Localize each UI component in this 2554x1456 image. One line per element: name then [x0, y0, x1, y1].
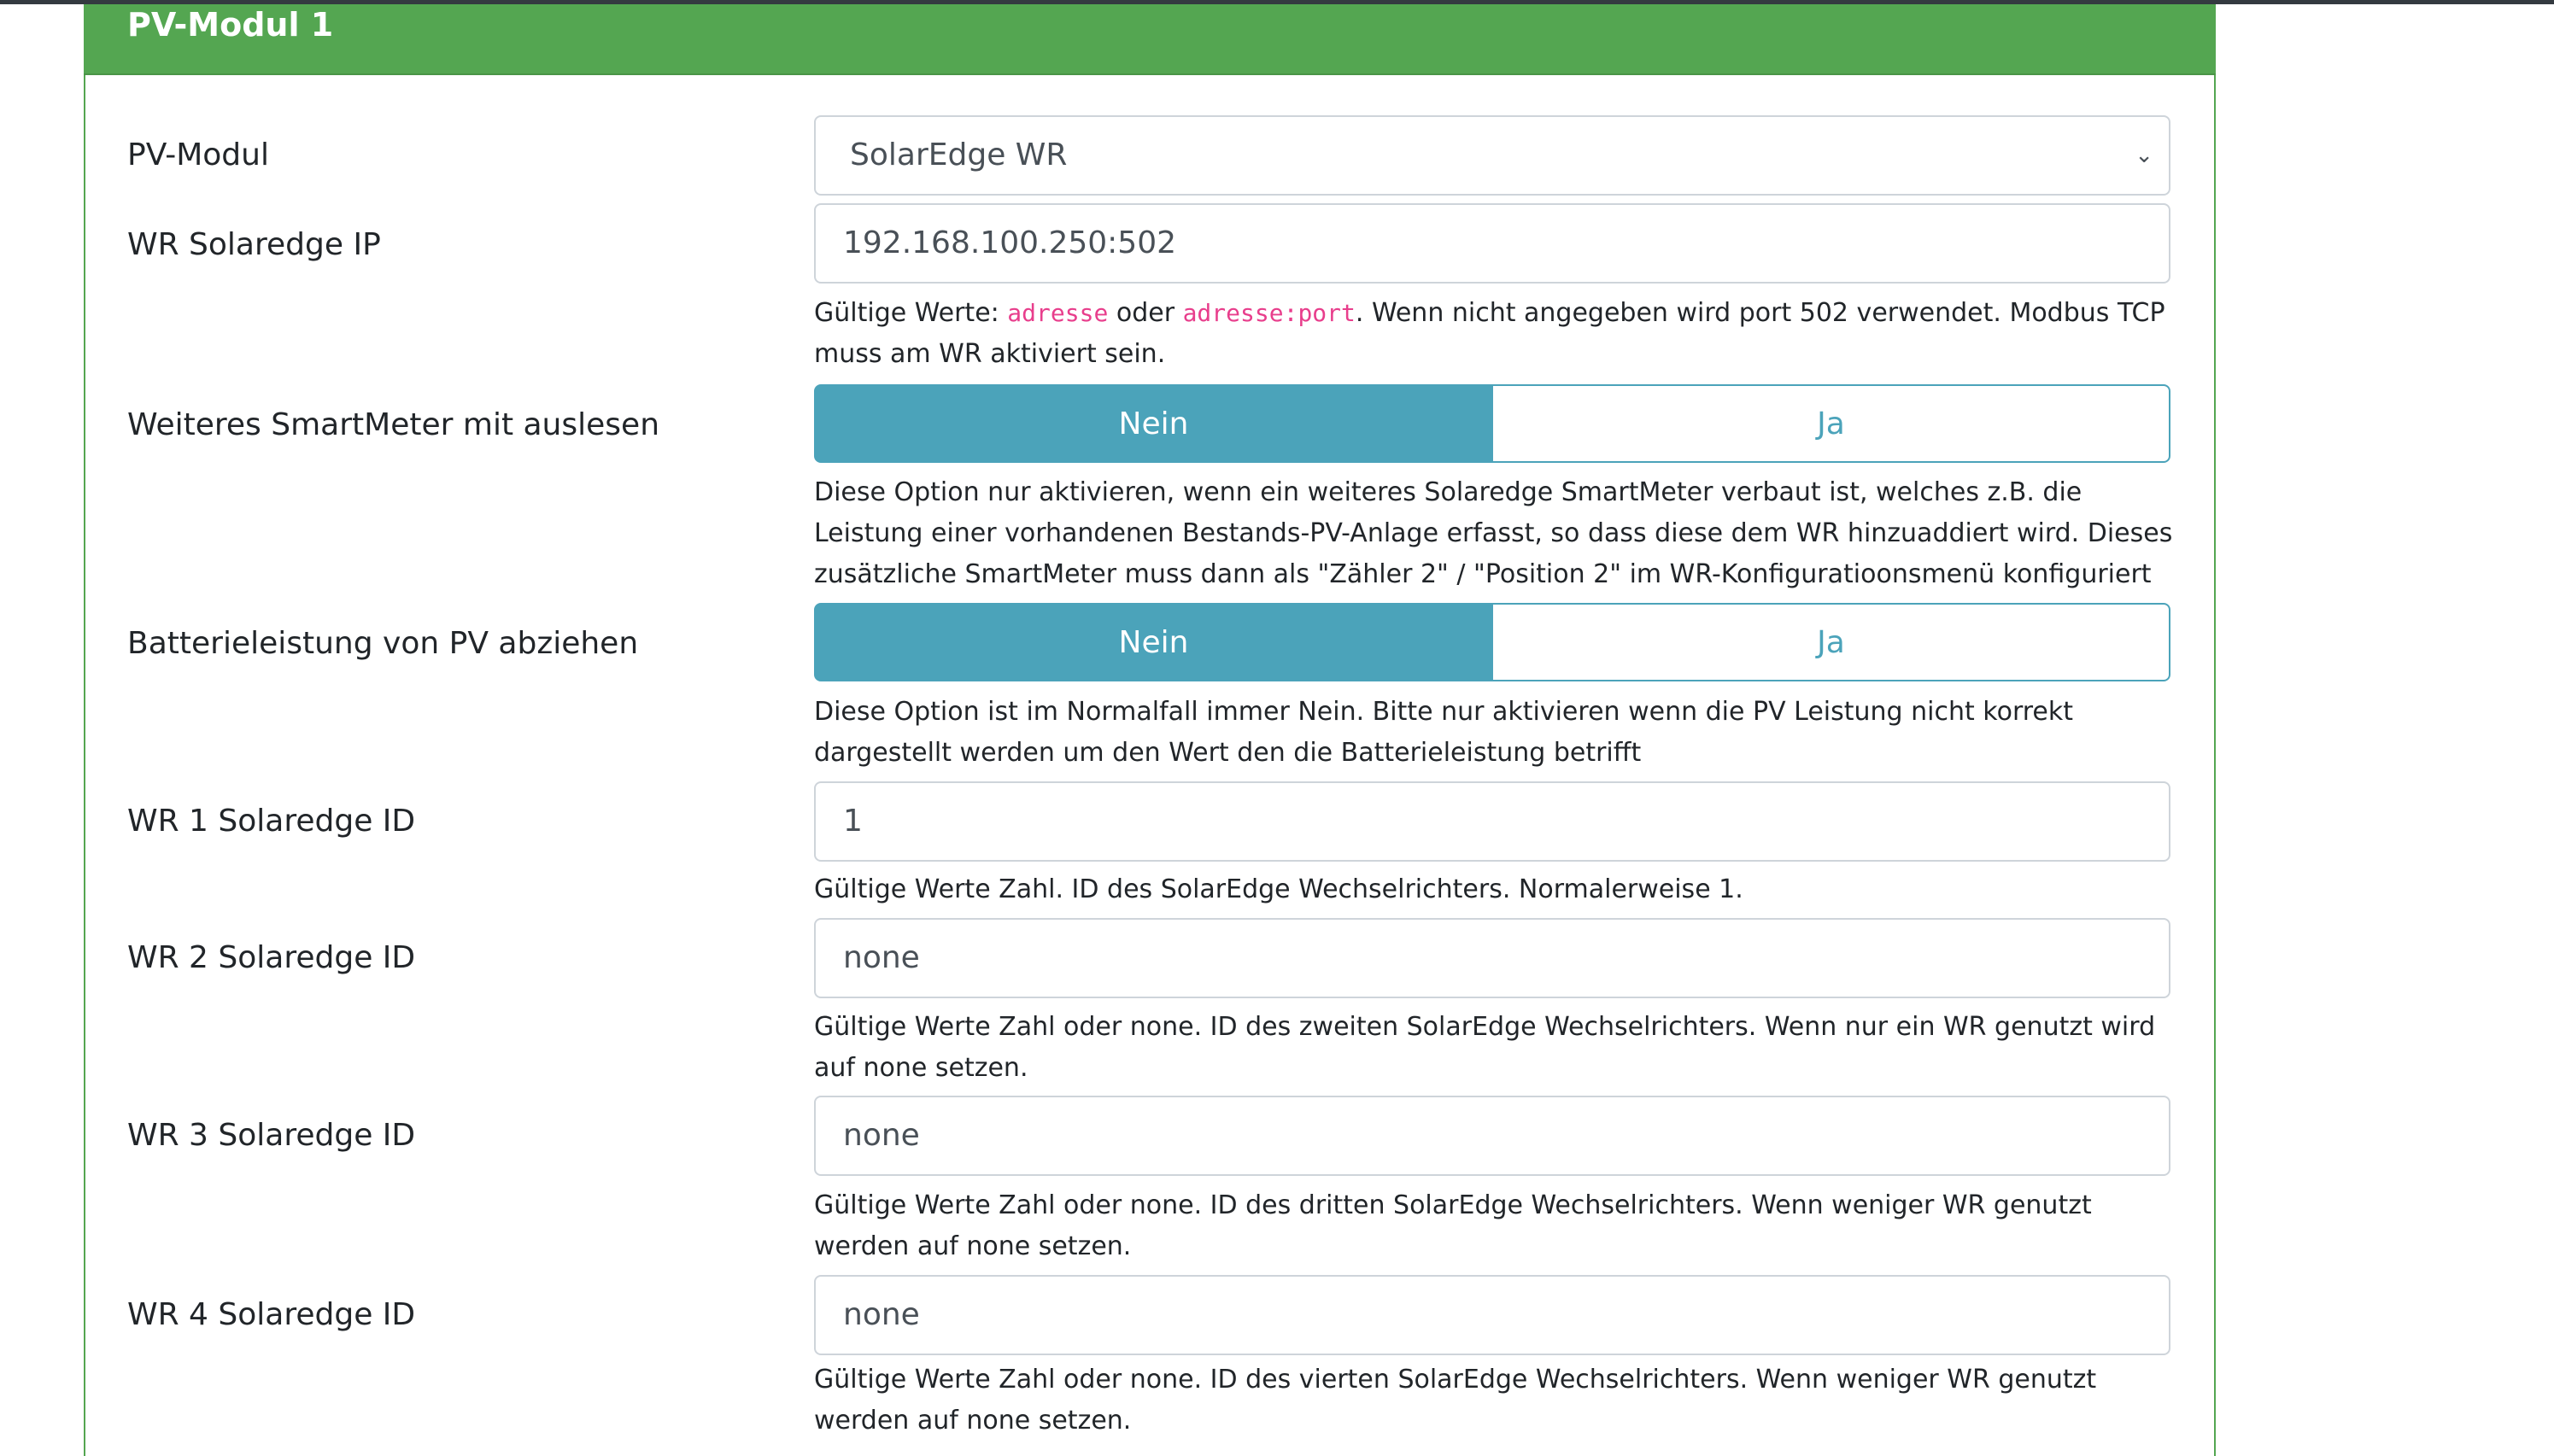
battery-ja-button[interactable]: Ja: [1493, 603, 2170, 681]
wr2-help: Gültige Werte Zahl oder none. ID des zwe…: [814, 1012, 2156, 1083]
wr2-value: none: [843, 940, 920, 975]
wr1-input[interactable]: 1: [814, 781, 2170, 862]
card-title: PV-Modul 1: [127, 6, 334, 44]
ip-input[interactable]: 192.168.100.250:502: [814, 203, 2170, 284]
wr3-help: Gültige Werte Zahl oder none. ID des dri…: [814, 1190, 2092, 1261]
smartmeter-nein-button[interactable]: Nein: [814, 384, 1493, 463]
wr4-value: none: [843, 1297, 920, 1332]
wr4-help: Gültige Werte Zahl oder none. ID des vie…: [814, 1365, 2097, 1436]
ip-label: WR Solaredge IP: [127, 227, 381, 262]
smartmeter-ja-button[interactable]: Ja: [1493, 384, 2170, 463]
battery-nein-button[interactable]: Nein: [814, 603, 1493, 681]
wr2-input[interactable]: none: [814, 918, 2170, 998]
wr1-label: WR 1 Solaredge ID: [127, 804, 416, 839]
ip-help: Gültige Werte: adresse oder adresse:port…: [814, 298, 2165, 369]
card-header: PV-Modul 1: [84, 4, 2216, 75]
wr3-value: none: [843, 1118, 920, 1153]
battery-help: Diese Option ist im Normalfall immer Nei…: [814, 697, 2074, 768]
wr2-label: WR 2 Solaredge ID: [127, 940, 416, 975]
wr3-input[interactable]: none: [814, 1096, 2170, 1176]
battery-label: Batterieleistung von PV abziehen: [127, 626, 639, 661]
pv-modul-label: PV-Modul: [127, 137, 269, 172]
ip-value: 192.168.100.250:502: [843, 225, 1177, 260]
wr1-value: 1: [843, 804, 863, 839]
pv-module-card: [84, 4, 2216, 1456]
smartmeter-toggle: Nein Ja: [814, 384, 2170, 463]
wr1-help: Gültige Werte Zahl. ID des SolarEdge Wec…: [814, 874, 1743, 904]
wr4-label: WR 4 Solaredge ID: [127, 1297, 416, 1332]
wr3-label: WR 3 Solaredge ID: [127, 1118, 416, 1153]
pv-modul-value: SolarEdge WR: [850, 137, 1068, 172]
chevron-down-icon: ⌄: [2135, 143, 2153, 168]
pv-modul-select[interactable]: SolarEdge WR ⌄: [814, 115, 2170, 196]
smartmeter-label: Weiteres SmartMeter mit auslesen: [127, 407, 660, 442]
battery-toggle: Nein Ja: [814, 603, 2170, 681]
top-bar: [0, 0, 2554, 4]
wr4-input[interactable]: none: [814, 1275, 2170, 1355]
